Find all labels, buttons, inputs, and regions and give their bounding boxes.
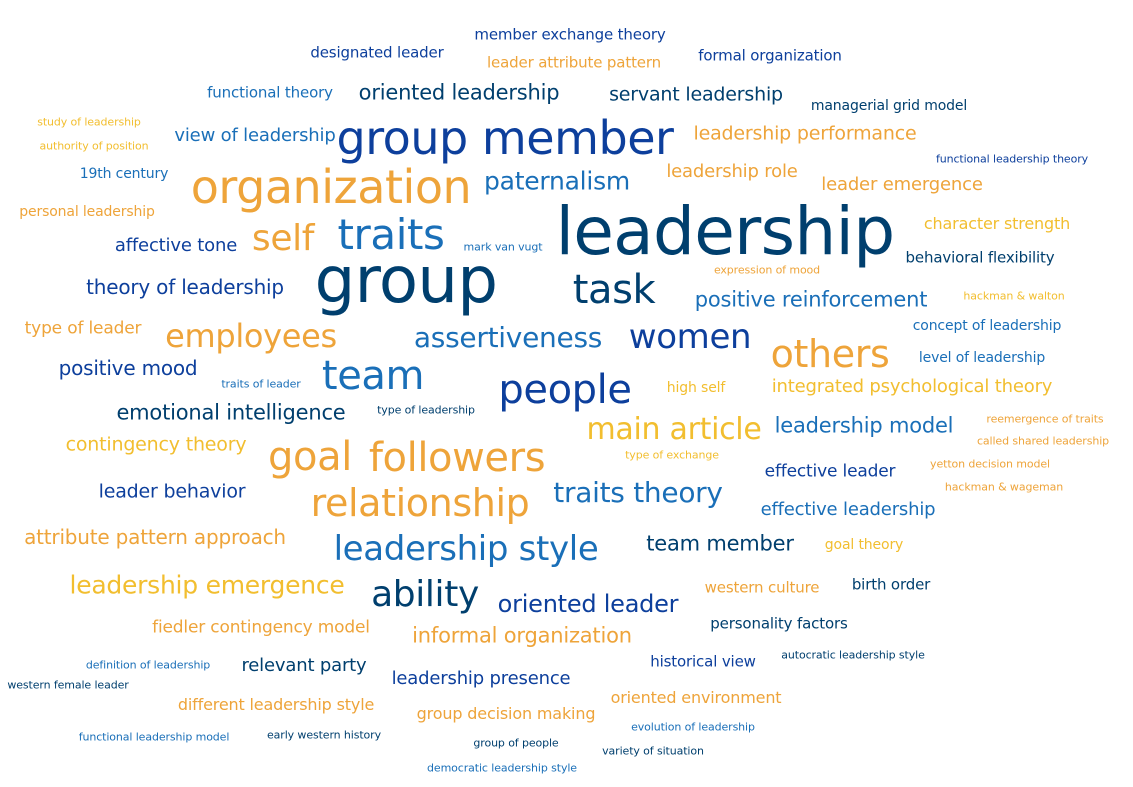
word-group-decision-making: group decision making <box>416 704 596 723</box>
word-goal: goal <box>268 434 352 480</box>
word-relationship: relationship <box>310 481 530 525</box>
word-theory-of-leadership: theory of leadership <box>86 275 284 299</box>
word-level-of-leadership: level of leadership <box>918 350 1046 366</box>
word-yetton-decision-model: yetton decision model <box>930 457 1050 471</box>
word-integrated-psychological-theory: integrated psychological theory <box>771 376 1053 397</box>
word-others: others <box>770 332 890 376</box>
word-view-of-leadership: view of leadership <box>174 125 336 146</box>
word-leader-emergence: leader emergence <box>821 174 983 195</box>
word-19th-century: 19th century <box>79 166 169 182</box>
word-servant-leadership: servant leadership <box>609 83 783 106</box>
word-leadership-presence: leadership presence <box>391 668 571 689</box>
word-high-self: high self <box>666 380 726 396</box>
word-emotional-intelligence: emotional intelligence <box>116 400 346 425</box>
word-leadership: leadership <box>555 193 896 270</box>
word-organization: organization <box>190 160 472 214</box>
word-oriented-environment: oriented environment <box>610 688 782 707</box>
word-oriented-leadership: oriented leadership <box>358 80 560 105</box>
word-behavioral-flexibility: behavioral flexibility <box>905 248 1055 267</box>
word-goal-theory: goal theory <box>824 537 904 553</box>
word-mark-van-vugt: mark van vugt <box>463 240 543 254</box>
word-relevant-party: relevant party <box>241 655 367 676</box>
word-leadership-performance: leadership performance <box>693 122 917 145</box>
word-hackman-walton: hackman & walton <box>963 289 1065 303</box>
word-positive-mood: positive mood <box>58 356 198 380</box>
word-team-member: team member <box>646 531 794 556</box>
word-assertiveness: assertiveness <box>413 321 603 354</box>
word-followers: followers <box>368 435 546 481</box>
word-autocratic-leadership-style: autocratic leadership style <box>781 648 925 662</box>
word-expression-of-mood: expression of mood <box>713 263 821 277</box>
word-functional-theory: functional theory <box>207 83 333 102</box>
word-leadership-model: leadership model <box>774 413 954 438</box>
word-self: self <box>251 218 315 259</box>
word-group-of-people: group of people <box>473 736 559 750</box>
word-leadership-emergence: leadership emergence <box>69 570 345 600</box>
word-type-of-leadership: type of leadership <box>377 403 475 417</box>
word-people: people <box>498 367 632 413</box>
word-designated-leader: designated leader <box>310 43 444 62</box>
word-leader-attribute-pattern: leader attribute pattern <box>487 53 661 72</box>
word-positive-reinforcement: positive reinforcement <box>694 287 928 312</box>
word-personal-leadership: personal leadership <box>19 204 155 220</box>
word-democratic-leadership-style: democratic leadership style <box>427 761 577 775</box>
word-team: team <box>321 353 425 399</box>
word-early-western-history: early western history <box>267 728 381 742</box>
word-effective-leadership: effective leadership <box>760 499 936 520</box>
word-different-leadership-style: different leadership style <box>177 695 375 714</box>
word-ability: ability <box>371 574 479 615</box>
word-leadership-style: leadership style <box>333 529 599 569</box>
word-contingency-theory: contingency theory <box>65 433 247 456</box>
word-women: women <box>628 317 752 357</box>
word-traits: traits <box>337 210 445 259</box>
word-paternalism: paternalism <box>484 166 630 196</box>
word-informal-organization: informal organization <box>412 623 632 648</box>
word-type-of-leader: type of leader <box>24 318 142 339</box>
word-western-female-leader: western female leader <box>7 678 129 692</box>
word-effective-leader: effective leader <box>764 461 896 482</box>
word-leadership-role: leadership role <box>666 161 798 182</box>
word-character-strength: character strength <box>923 214 1071 233</box>
word-fiedler-contingency-model: fiedler contingency model <box>152 617 370 638</box>
word-functional-leadership-model: functional leadership model <box>78 730 230 744</box>
word-birth-order: birth order <box>851 575 931 594</box>
word-member-exchange-theory: member exchange theory <box>474 25 666 44</box>
word-historical-view: historical view <box>650 652 756 671</box>
word-affective-tone: affective tone <box>114 235 238 256</box>
word-evolution-of-leadership: evolution of leadership <box>631 720 755 734</box>
word-group-member: group member <box>336 111 674 165</box>
word-formal-organization: formal organization <box>698 46 842 65</box>
word-personality-factors: personality factors <box>710 614 848 633</box>
word-leader-behavior: leader behavior <box>98 480 246 503</box>
word-reemergence-of-traits: reemergence of traits <box>986 412 1104 426</box>
word-hackman-wageman: hackman & wageman <box>944 480 1064 494</box>
word-type-of-exchange: type of exchange <box>625 448 719 462</box>
word-concept-of-leadership: concept of leadership <box>912 318 1062 334</box>
word-traits-of-leader: traits of leader <box>221 377 301 391</box>
word-attribute-pattern-approach: attribute pattern approach <box>24 525 286 549</box>
word-called-shared-leadership: called shared leadership <box>976 434 1110 448</box>
word-task: task <box>572 267 656 313</box>
word-employees: employees <box>165 317 337 355</box>
word-functional-leadership-theory: functional leadership theory <box>935 152 1089 166</box>
word-main-article: main article <box>586 412 762 447</box>
word-managerial-grid-model: managerial grid model <box>810 98 968 114</box>
word-authority-of-position: authority of position <box>39 139 149 153</box>
word-variety-of-situation: variety of situation <box>602 744 704 758</box>
word-traits-theory: traits theory <box>553 476 723 509</box>
word-oriented-leader: oriented leader <box>497 590 679 618</box>
word-group: group <box>314 244 498 318</box>
word-western-culture: western culture <box>704 578 820 597</box>
word-study-of-leadership: study of leadership <box>37 115 141 129</box>
word-definition-of-leadership: definition of leadership <box>85 658 211 672</box>
